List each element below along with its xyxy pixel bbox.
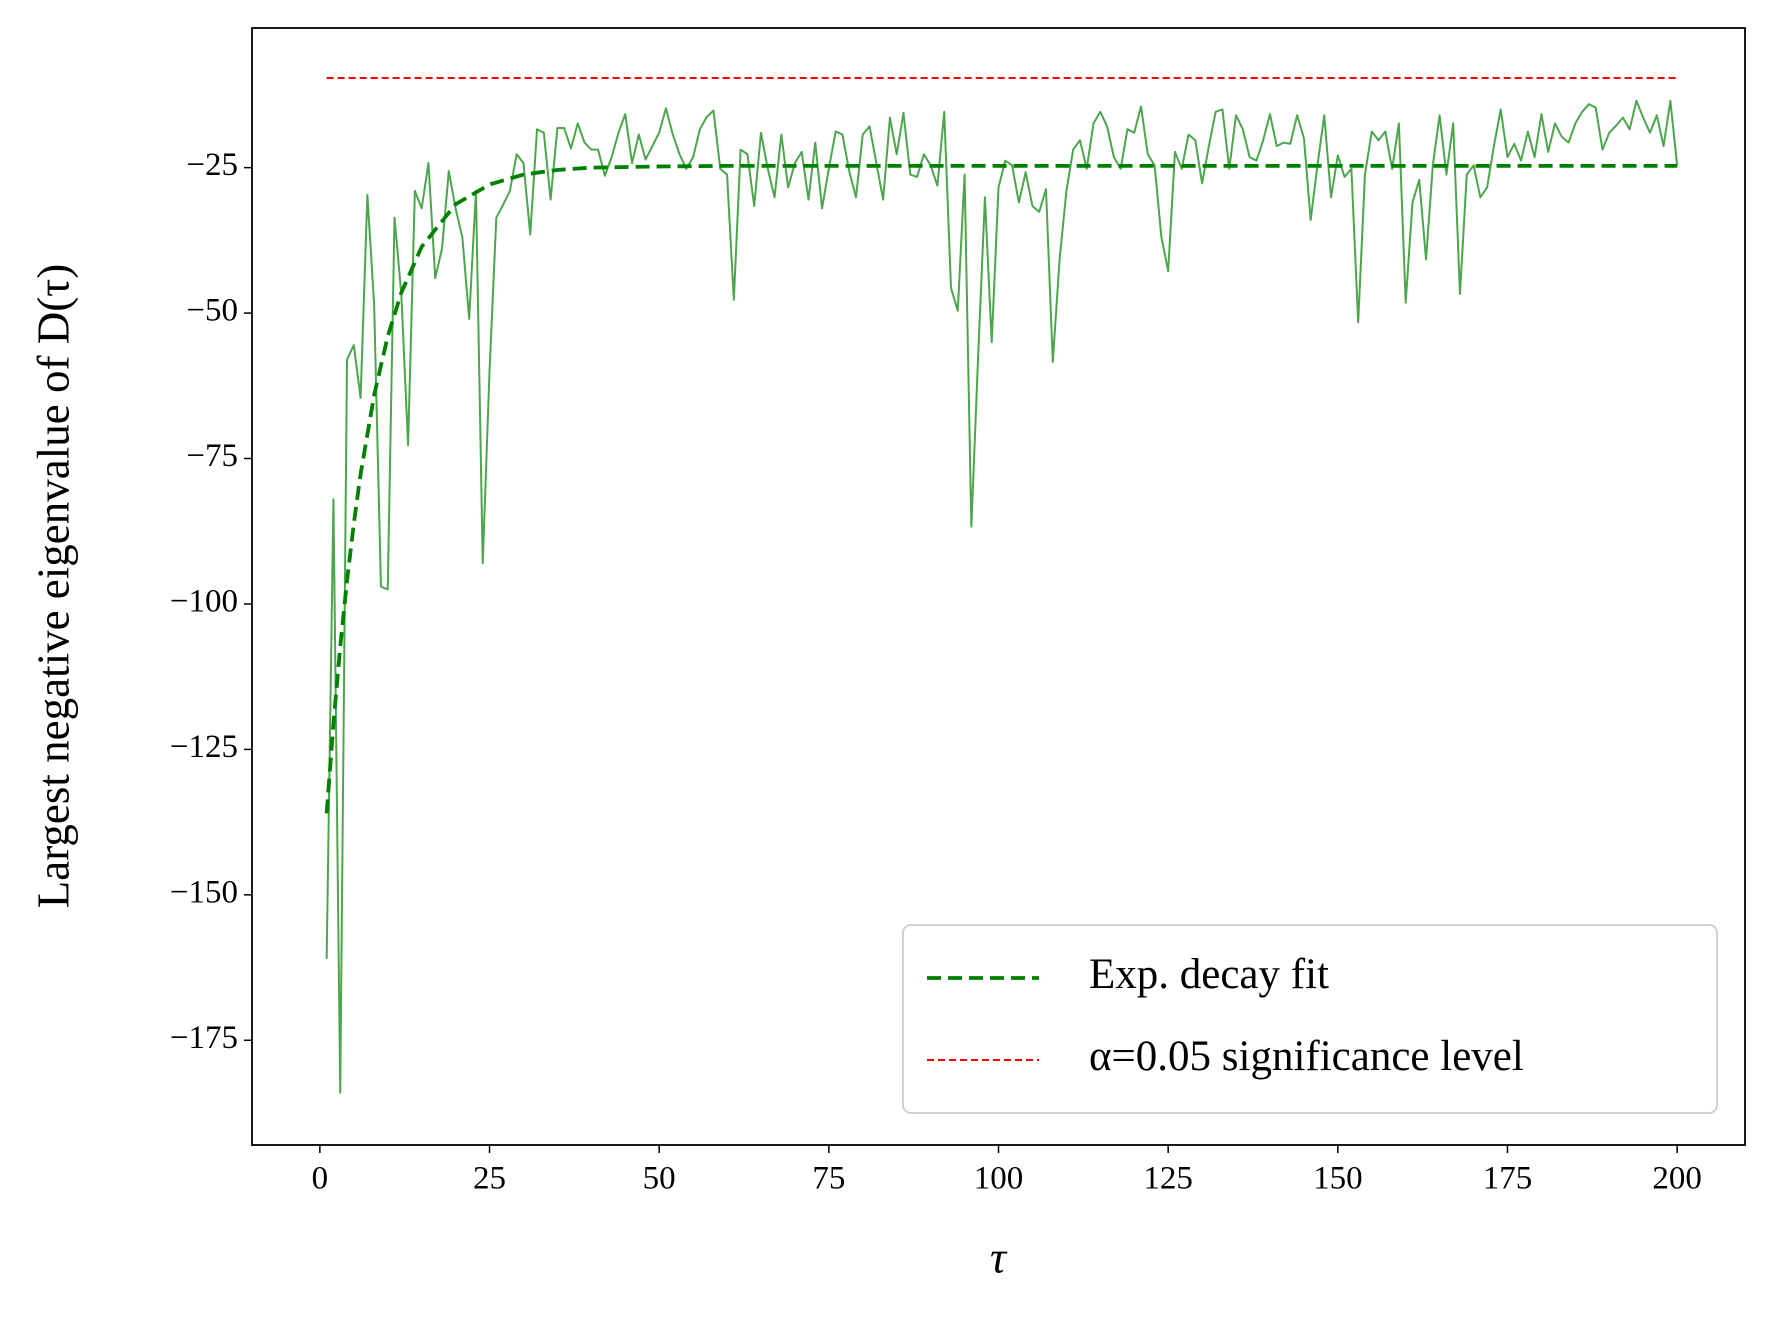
legend-label: α=0.05 significance level xyxy=(1089,1033,1524,1080)
legend-label: Exp. decay fit xyxy=(1089,951,1329,998)
y-tick-label: −75 xyxy=(186,438,238,474)
x-tick-label: 200 xyxy=(1652,1161,1702,1197)
y-tick-label: −175 xyxy=(170,1020,238,1056)
plot-area xyxy=(324,77,1679,1094)
series-line xyxy=(324,163,1678,814)
x-tick-label: 25 xyxy=(473,1161,506,1197)
y-tick-label: −150 xyxy=(170,874,238,910)
y-tick-label: −125 xyxy=(170,729,238,765)
x-tick-label: 75 xyxy=(812,1161,845,1197)
x-tick-label: 50 xyxy=(643,1161,676,1197)
x-tick-label: 175 xyxy=(1483,1161,1533,1197)
x-tick-label: 150 xyxy=(1313,1161,1363,1197)
x-tick-label: 0 xyxy=(312,1161,329,1197)
y-axis-label: Largest negative eigenvalue of D(τ) xyxy=(28,264,78,908)
x-tick-label: 125 xyxy=(1143,1161,1193,1197)
y-tick-label: −50 xyxy=(186,293,238,329)
y-tick-label: −100 xyxy=(170,584,238,620)
plot-frame xyxy=(251,27,1746,1146)
legend-box xyxy=(902,924,1718,1114)
x-tick-label: 100 xyxy=(974,1161,1024,1197)
x-axis-label: τ xyxy=(990,1232,1008,1282)
y-tick-label: −25 xyxy=(186,147,238,183)
legend: Exp. decay fit α=0.05 significance level xyxy=(902,924,1718,1114)
series-line xyxy=(325,99,1679,1094)
